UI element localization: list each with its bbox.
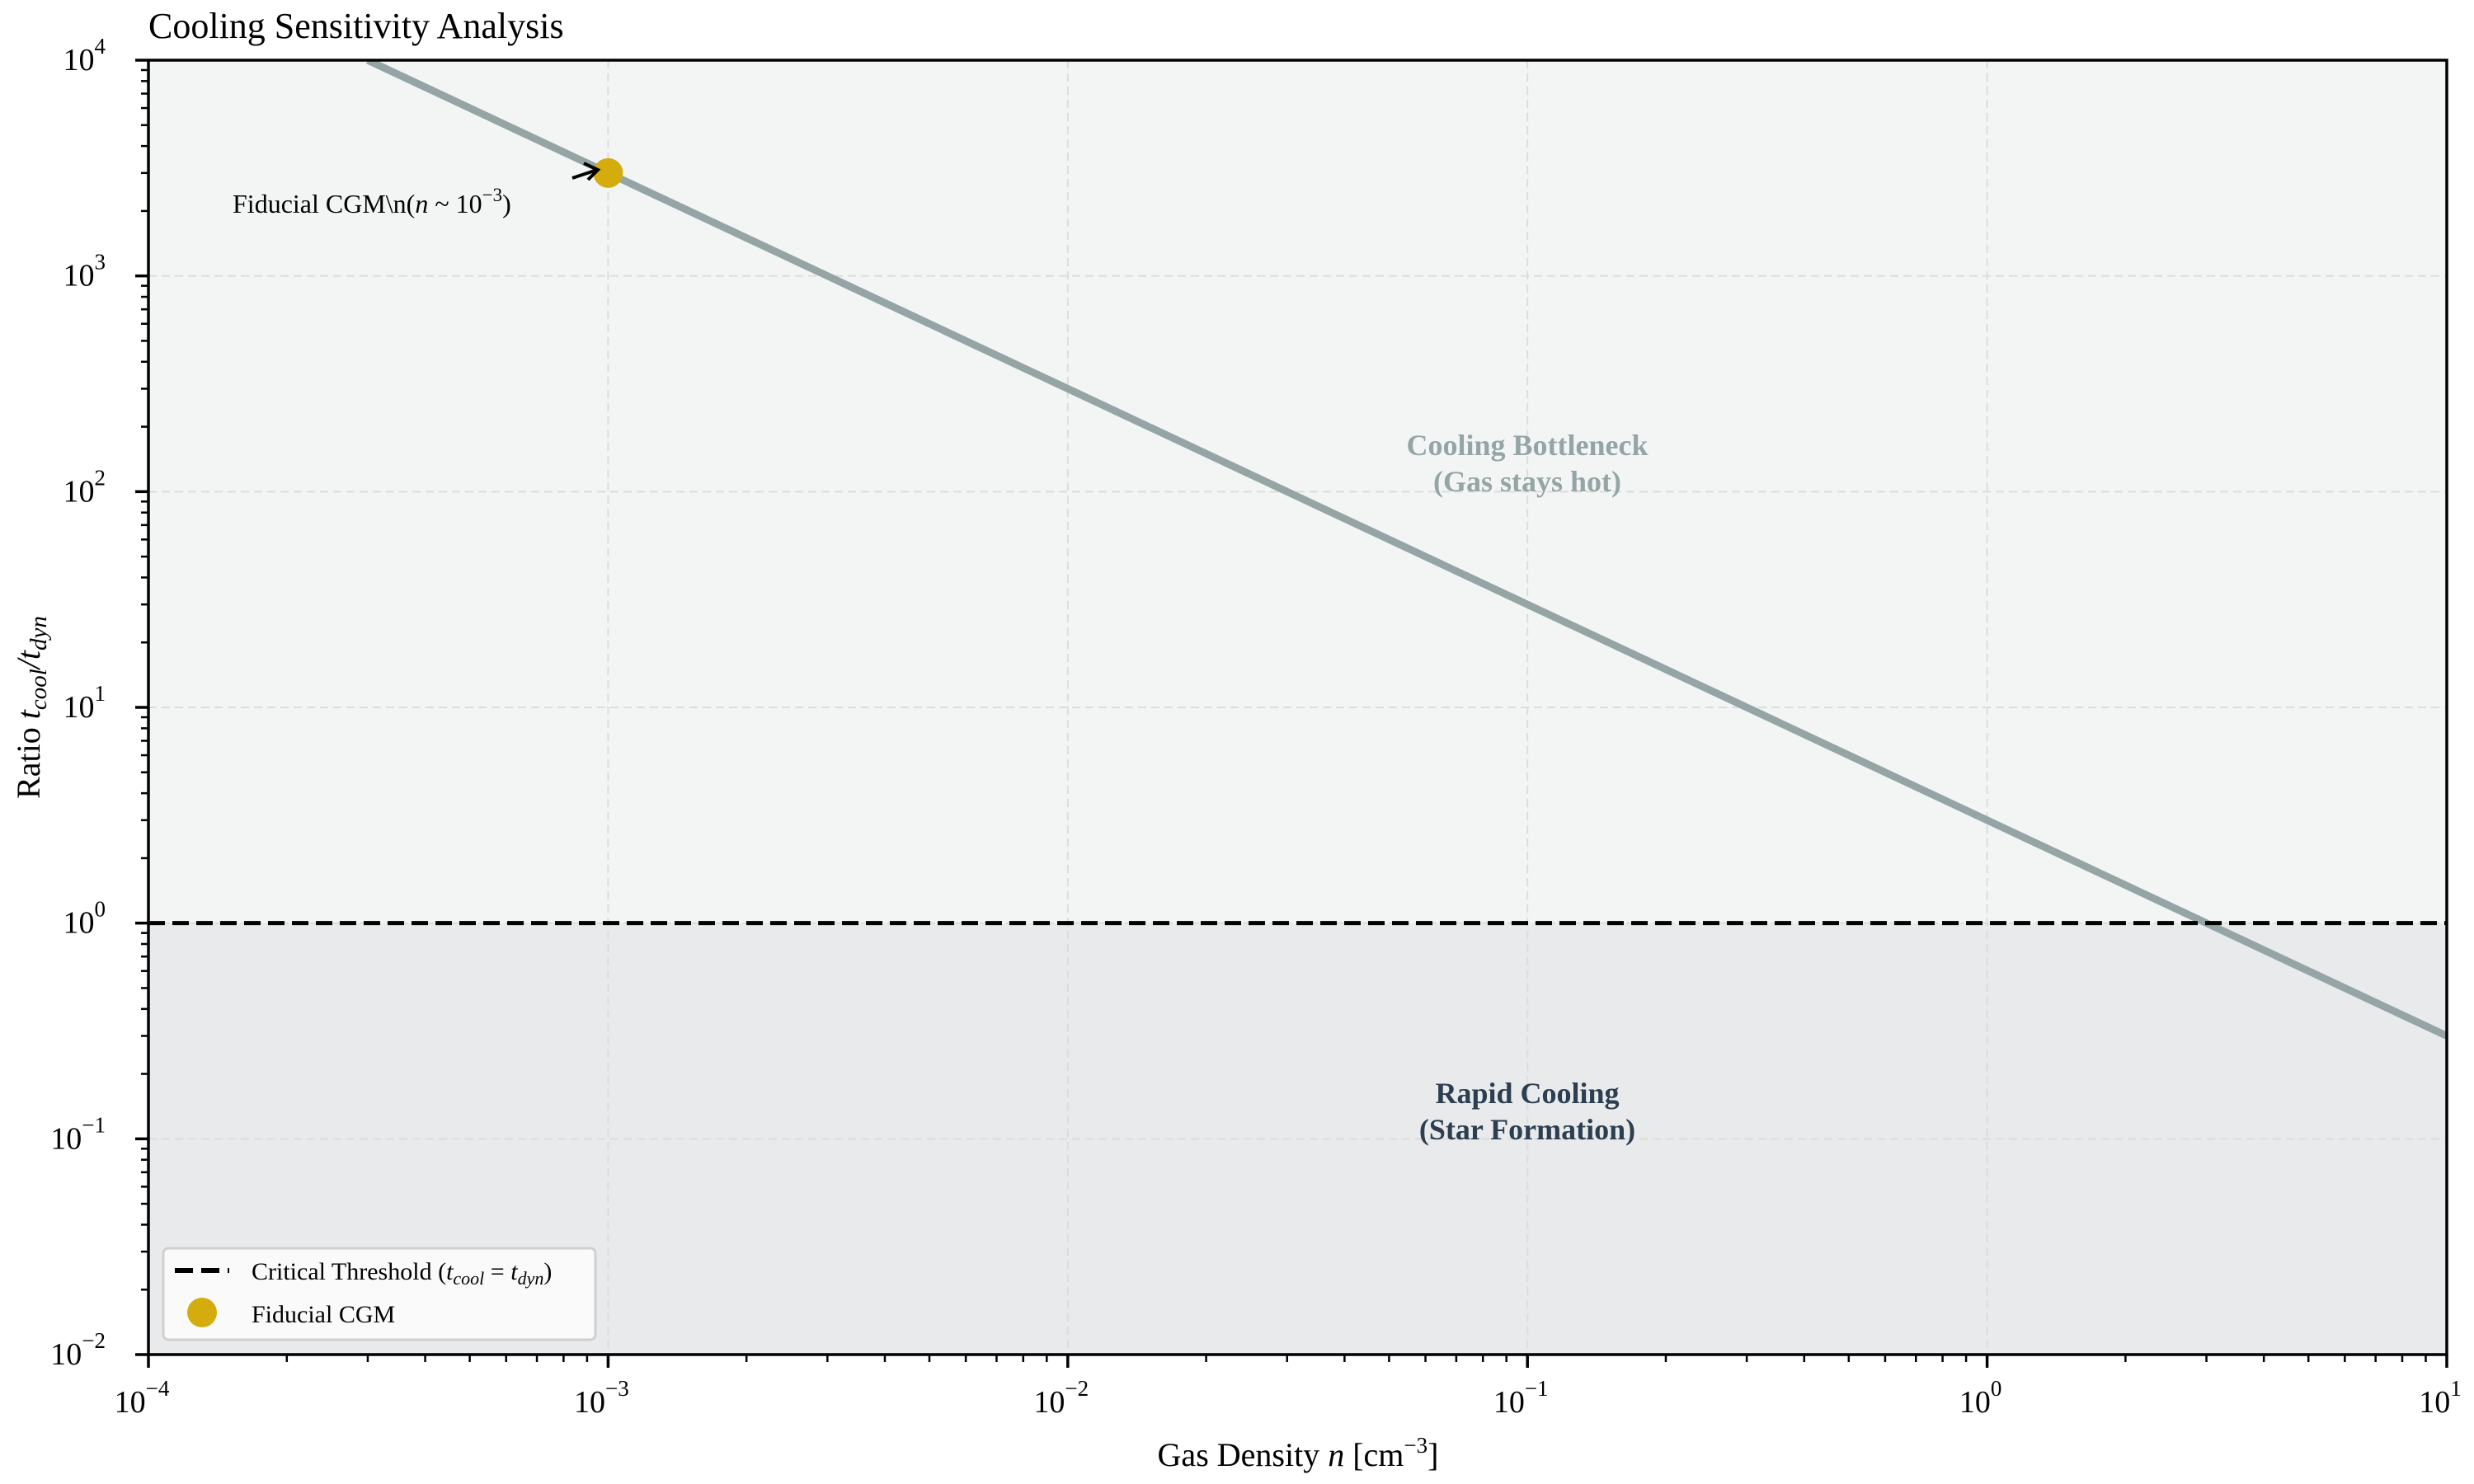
x-tick-label: 10−2 <box>1033 1376 1089 1420</box>
y-tick-label: 103 <box>63 250 106 294</box>
x-axis-label: Gas Density n [cm−3] <box>1158 1433 1439 1473</box>
axes: 10−4 10−3 10−2 10−1 100 101 10−2 10−1 100 101 102 1… <box>50 34 2461 1420</box>
y-tick-label: 10−2 <box>50 1328 106 1372</box>
region-labels: Cooling Bottleneck (Gas stays hot) Rapid… <box>1407 429 1649 1146</box>
x-tick-label: 10−4 <box>115 1376 170 1420</box>
y-tick-label: 10−1 <box>50 1112 106 1156</box>
region-label-bottleneck-2: (Gas stays hot) <box>1433 465 1621 498</box>
annotation: Fiducial CGM\n(n ~ 10−3) <box>233 162 601 218</box>
legend-label-threshold: Critical Threshold (tcool = tdyn) <box>252 1258 552 1289</box>
y-axis-label: Ratio tcool/tdyn <box>10 616 52 799</box>
x-tick-label: 10−3 <box>574 1376 629 1420</box>
marks <box>148 60 2447 1040</box>
x-tick-label: 101 <box>2419 1376 2462 1420</box>
annotation-arrow <box>571 162 601 181</box>
x-tick-label: 100 <box>1959 1376 2002 1420</box>
annotation-text: Fiducial CGM\n(n ~ 10−3) <box>233 185 511 218</box>
legend: Critical Threshold (tcool = tdyn) Fiduci… <box>162 1247 597 1341</box>
y-tick-label: 101 <box>63 681 106 725</box>
y-tick-label: 100 <box>63 897 106 941</box>
legend-point-swatch <box>187 1298 217 1327</box>
y-tick-label: 104 <box>63 34 106 77</box>
legend-box <box>162 1247 597 1341</box>
plot-frame <box>147 59 2448 1356</box>
fiducial-cgm-point <box>593 157 623 188</box>
y-tick-label: 102 <box>63 465 106 509</box>
region-label-bottleneck-1: Cooling Bottleneck <box>1407 429 1649 462</box>
region-label-rapid-2: (Star Formation) <box>1419 1113 1635 1146</box>
legend-label-fiducial: Fiducial CGM <box>252 1301 395 1328</box>
region-label-rapid-1: Rapid Cooling <box>1435 1077 1619 1110</box>
chart-title: Cooling Sensitivity Analysis <box>148 6 564 46</box>
x-tick-label: 10−1 <box>1493 1376 1549 1420</box>
